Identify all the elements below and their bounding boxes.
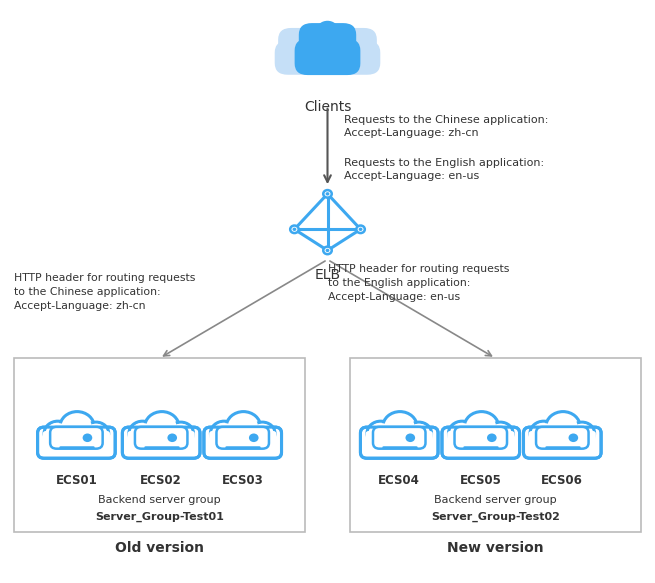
Circle shape — [532, 423, 555, 444]
Text: ECS06: ECS06 — [542, 474, 583, 487]
Circle shape — [168, 422, 193, 444]
FancyBboxPatch shape — [325, 28, 377, 67]
Circle shape — [326, 192, 329, 195]
Text: Server_Group-Test01: Server_Group-Test01 — [95, 511, 224, 522]
Circle shape — [145, 412, 179, 442]
Circle shape — [226, 412, 261, 442]
FancyBboxPatch shape — [135, 427, 187, 449]
FancyBboxPatch shape — [350, 358, 641, 532]
Circle shape — [467, 414, 496, 440]
FancyBboxPatch shape — [360, 427, 438, 458]
Text: Backend server group: Backend server group — [98, 496, 221, 505]
FancyBboxPatch shape — [295, 39, 360, 75]
Circle shape — [451, 423, 474, 444]
FancyBboxPatch shape — [128, 431, 195, 454]
Text: ECS04: ECS04 — [379, 474, 420, 487]
Circle shape — [210, 421, 238, 445]
Circle shape — [83, 434, 92, 442]
FancyBboxPatch shape — [299, 23, 356, 66]
FancyBboxPatch shape — [204, 427, 282, 458]
Circle shape — [44, 421, 71, 445]
Circle shape — [569, 422, 595, 444]
Circle shape — [295, 28, 314, 45]
Circle shape — [571, 424, 593, 443]
Text: HTTP header for routing requests
to the Chinese application:
Accept-Language: zh: HTTP header for routing requests to the … — [14, 272, 196, 311]
Circle shape — [490, 424, 511, 443]
Circle shape — [341, 28, 360, 45]
Text: Server_Group-Test02: Server_Group-Test02 — [431, 511, 560, 522]
Circle shape — [530, 421, 557, 445]
Circle shape — [229, 414, 258, 440]
Text: ECS02: ECS02 — [140, 474, 182, 487]
Circle shape — [324, 247, 331, 254]
Text: Requests to the Chinese application:
Accept-Language: zh-cn: Requests to the Chinese application: Acc… — [344, 114, 548, 138]
Circle shape — [405, 434, 415, 442]
Text: ECS05: ECS05 — [460, 474, 502, 487]
Circle shape — [406, 422, 432, 444]
FancyBboxPatch shape — [216, 427, 269, 449]
Circle shape — [252, 424, 273, 443]
FancyBboxPatch shape — [278, 28, 330, 67]
FancyBboxPatch shape — [365, 431, 433, 454]
FancyBboxPatch shape — [122, 427, 200, 458]
Circle shape — [464, 412, 498, 442]
FancyBboxPatch shape — [274, 41, 333, 75]
Text: ECS01: ECS01 — [56, 474, 98, 487]
Circle shape — [546, 412, 580, 442]
Circle shape — [290, 226, 299, 233]
Circle shape — [84, 422, 109, 444]
FancyBboxPatch shape — [322, 41, 381, 75]
Circle shape — [62, 414, 92, 440]
Circle shape — [488, 422, 513, 444]
FancyBboxPatch shape — [209, 431, 276, 454]
Circle shape — [168, 434, 177, 442]
Circle shape — [60, 412, 94, 442]
FancyBboxPatch shape — [373, 427, 426, 449]
Circle shape — [383, 412, 417, 442]
Circle shape — [326, 249, 329, 252]
Circle shape — [369, 423, 392, 444]
Circle shape — [250, 422, 275, 444]
FancyBboxPatch shape — [447, 431, 514, 454]
Circle shape — [385, 414, 415, 440]
Text: Clients: Clients — [304, 100, 351, 114]
Text: HTTP header for routing requests
to the English application:
Accept-Language: en: HTTP header for routing requests to the … — [328, 264, 509, 302]
Circle shape — [359, 227, 362, 231]
Circle shape — [131, 423, 154, 444]
Circle shape — [316, 21, 339, 41]
Text: Old version: Old version — [115, 541, 204, 555]
FancyBboxPatch shape — [43, 431, 110, 454]
Circle shape — [249, 434, 259, 442]
Circle shape — [449, 421, 476, 445]
FancyBboxPatch shape — [523, 427, 601, 458]
Text: Backend server group: Backend server group — [434, 496, 557, 505]
Circle shape — [487, 434, 496, 442]
FancyBboxPatch shape — [50, 427, 103, 449]
Circle shape — [569, 434, 578, 442]
Circle shape — [170, 424, 191, 443]
Circle shape — [147, 414, 177, 440]
Circle shape — [367, 421, 394, 445]
Circle shape — [85, 424, 107, 443]
FancyBboxPatch shape — [529, 431, 596, 454]
FancyBboxPatch shape — [14, 358, 305, 532]
Text: New version: New version — [447, 541, 544, 555]
Circle shape — [129, 421, 156, 445]
Circle shape — [293, 227, 296, 231]
FancyBboxPatch shape — [442, 427, 519, 458]
FancyBboxPatch shape — [37, 427, 115, 458]
Circle shape — [324, 190, 331, 198]
Text: Requests to the English application:
Accept-Language: en-us: Requests to the English application: Acc… — [344, 158, 544, 181]
Circle shape — [212, 423, 236, 444]
Text: ELB: ELB — [314, 268, 341, 282]
Text: ECS03: ECS03 — [222, 474, 263, 487]
Circle shape — [408, 424, 430, 443]
FancyBboxPatch shape — [455, 427, 507, 449]
Circle shape — [356, 226, 365, 233]
Circle shape — [46, 423, 69, 444]
Circle shape — [548, 414, 578, 440]
FancyBboxPatch shape — [536, 427, 589, 449]
